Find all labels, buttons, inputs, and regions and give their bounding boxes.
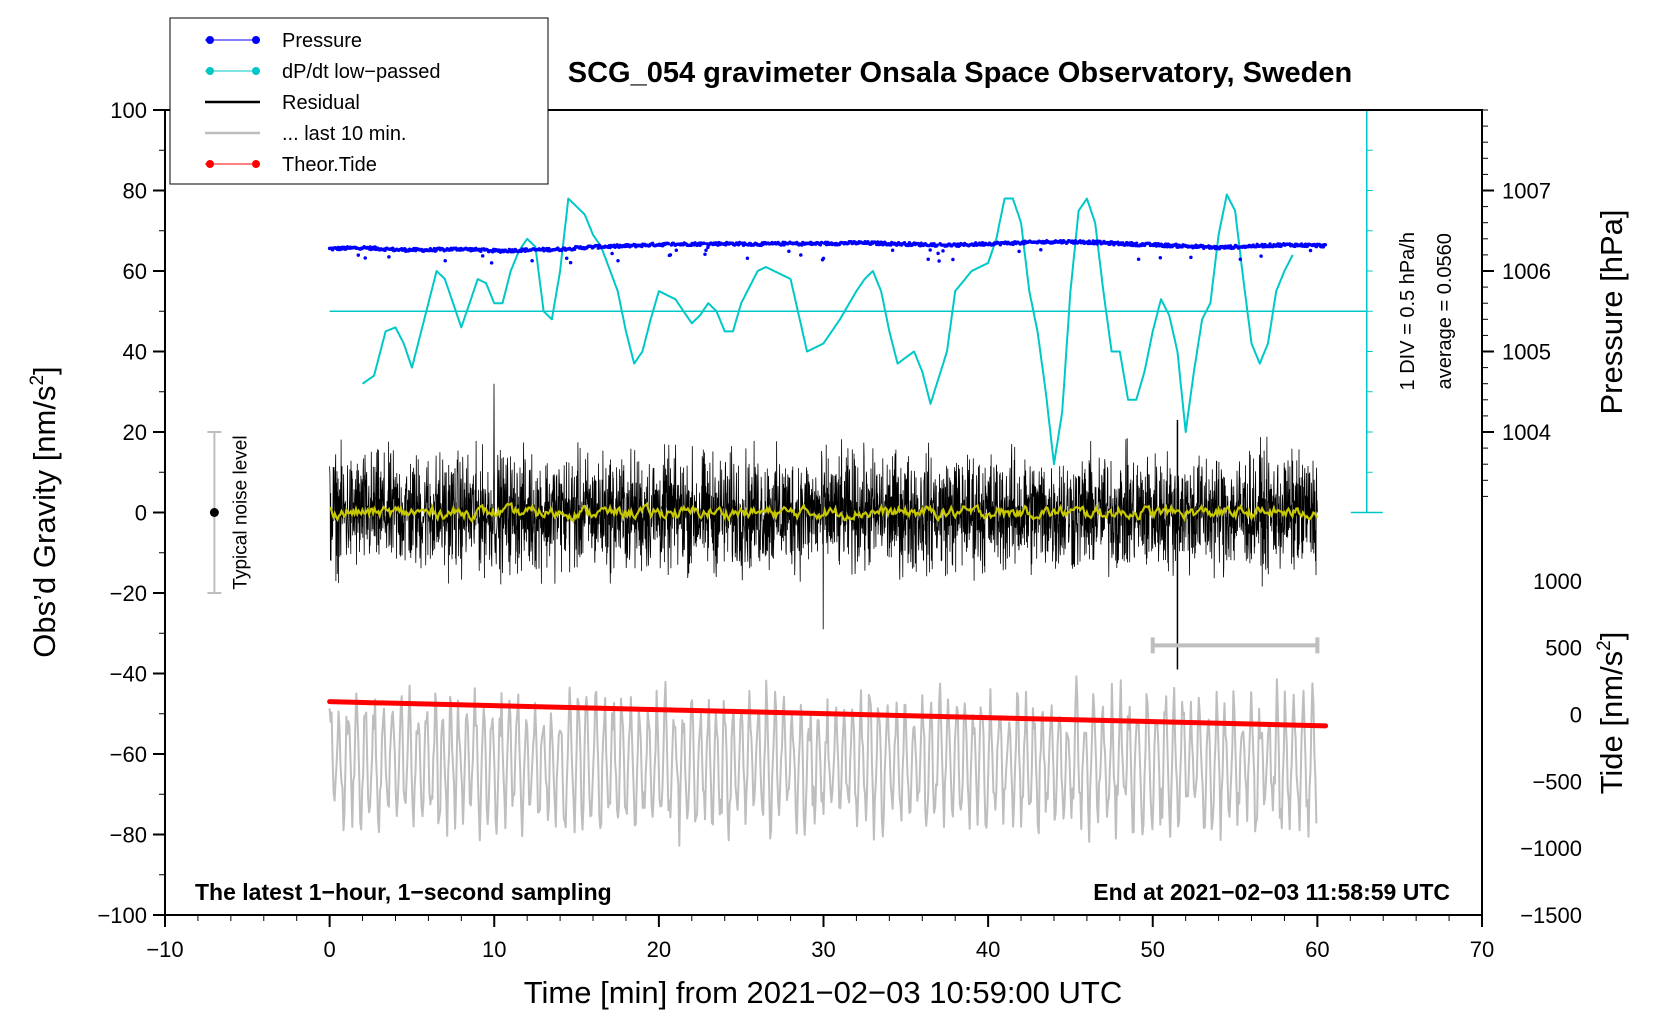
y-tick-label: 20 [123, 420, 147, 445]
y-tick-label: −20 [110, 581, 147, 606]
tide-axis-title: Tide [nm/s2] [1594, 632, 1629, 795]
y-tick-label: −40 [110, 662, 147, 687]
x-tick-label: 0 [324, 937, 336, 962]
annotation-bottom-left: The latest 1−hour, 1−second sampling [195, 879, 612, 905]
pressure-tick-label: 1005 [1502, 340, 1551, 365]
tide-axis-title-main: Tide [nm/s [1594, 651, 1629, 795]
legend-marker [206, 160, 214, 168]
x-tick-label: 20 [647, 937, 671, 962]
legend-marker [252, 67, 260, 75]
x-tick-label: 10 [482, 937, 506, 962]
legend-label: Pressure [282, 30, 362, 52]
pressure-tick-label: 1007 [1502, 179, 1551, 204]
pressure-axis-title: Pressure [hPa] [1594, 209, 1629, 414]
series-residual-smoothed [328, 501, 1319, 524]
noise-level-label: Typical noise level [230, 435, 251, 589]
y-tick-label: −100 [97, 903, 147, 928]
y-axis-title-sup: 2 [27, 375, 48, 386]
dpdt-scale-label: 1 DIV = 0.5 hPa/h [1397, 232, 1419, 390]
y-tick-label: 40 [123, 340, 147, 365]
tide-tick-label: −1000 [1520, 836, 1582, 861]
tide-axis: 1000 500 0 −500 −1000 −1500 [1520, 569, 1582, 928]
pressure-tick-label: 1006 [1502, 259, 1551, 284]
pressure-axis: 1007 1006 1005 1004 [1481, 109, 1551, 513]
x-tick-label: 30 [811, 937, 835, 962]
x-tick-label: 70 [1470, 937, 1494, 962]
y-axis-title-main: Obs’d Gravity [nm/s [27, 386, 62, 658]
tide-tick-label: −1500 [1520, 903, 1582, 928]
legend-marker [252, 160, 260, 168]
last-10-min-bar [1150, 637, 1320, 654]
series-pressure [327, 238, 1328, 265]
series-last-10-min [328, 675, 1318, 847]
y-tick-label: 100 [110, 98, 147, 123]
y-axis-title-end: ] [27, 366, 62, 375]
x-tick-label: −10 [146, 937, 183, 962]
tide-tick-label: 500 [1545, 636, 1582, 661]
tide-axis-title-end: ] [1594, 632, 1629, 641]
series-residual [329, 383, 1318, 670]
y-axis: 100 80 60 40 20 0 −20 −40 −60 −80 −100 [97, 98, 165, 928]
y-tick-label: 0 [135, 501, 147, 526]
series-theor-tide [327, 699, 1329, 729]
pressure-tick-label: 1004 [1502, 420, 1551, 445]
dpdt-line [361, 193, 1294, 466]
legend-marker [206, 67, 214, 75]
tide-tick-label: 0 [1570, 703, 1582, 728]
legend-marker [206, 36, 214, 44]
typical-noise-level [207, 431, 222, 594]
legend-label: Residual [282, 92, 360, 114]
y-tick-label: 80 [123, 179, 147, 204]
series-dpdt-low-passed [329, 193, 1367, 466]
tide-tick-label: −500 [1532, 769, 1582, 794]
legend-label: Theor.Tide [282, 154, 377, 176]
residual-line [329, 383, 1318, 630]
y-tick-label: −80 [110, 823, 147, 848]
tide-axis-title-sup: 2 [1594, 640, 1615, 651]
residual-smoothed-line [328, 501, 1319, 524]
x-axis-title: Time [min] from 2021−02−03 10:59:00 UTC [524, 975, 1123, 1010]
noise-bar-center [209, 508, 219, 517]
tide-line [327, 699, 1329, 729]
chart-title: SCG_054 gravimeter Onsala Space Observat… [568, 57, 1352, 89]
last-10-min-line [328, 675, 1318, 847]
tide-tick-label: 1000 [1533, 569, 1582, 594]
legend-label: ... last 10 min. [282, 123, 407, 145]
legend: Pressure dP/dt low−passed Residual ... last… [169, 17, 549, 185]
annotation-bottom-right: End at 2021−02−03 11:58:59 UTC [1093, 879, 1450, 905]
y-axis-title: Obs’d Gravity [nm/s2] [27, 366, 62, 657]
dpdt-average-label: average = 0.0560 [1434, 233, 1456, 389]
y-tick-label: −60 [110, 742, 147, 767]
x-axis: −10 0 10 20 30 40 50 60 70 [146, 915, 1494, 962]
legend-marker [252, 36, 260, 44]
x-tick-label: 60 [1305, 937, 1329, 962]
x-tick-label: 40 [976, 937, 1000, 962]
y-tick-label: 60 [123, 259, 147, 284]
x-tick-label: 50 [1141, 937, 1165, 962]
pressure-dots [327, 238, 1328, 265]
legend-label: dP/dt low−passed [282, 61, 440, 83]
